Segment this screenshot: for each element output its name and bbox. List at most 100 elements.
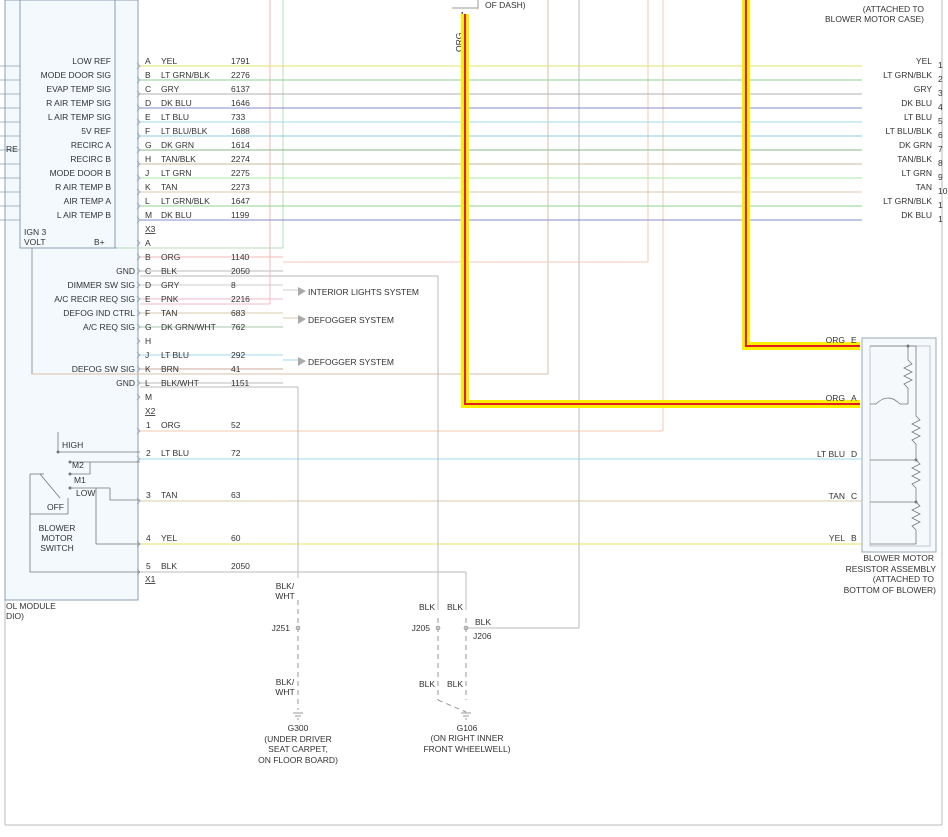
x3-signal-label: LOW REF xyxy=(72,56,111,66)
interior-lights-label: INTERIOR LIGHTS SYSTEM xyxy=(308,287,419,297)
right-cut-number: 9 xyxy=(938,172,943,182)
right-cut-number: 6 xyxy=(938,130,943,140)
g300-desc-1: (UNDER DRIVER xyxy=(264,734,332,744)
x2-color-label: ORG xyxy=(161,252,180,262)
x3-arrow-icon xyxy=(136,160,141,168)
x2-arrow-icon xyxy=(136,281,141,289)
x2-color-label: PNK xyxy=(161,294,179,304)
module-name-line2: DIO) xyxy=(6,611,24,621)
g106-desc-1: (ON RIGHT INNER xyxy=(430,733,503,743)
right-cut-number: 1 xyxy=(938,214,943,224)
x1-arrow-icon xyxy=(136,427,141,435)
x2-signal-label: GND xyxy=(116,266,135,276)
x3-color-label: LT GRN/BLK xyxy=(161,196,210,206)
resistor-name-1: BLOWER MOTOR xyxy=(863,553,934,563)
res-c-pin: C xyxy=(851,491,857,501)
x1-color-label: LT BLU xyxy=(161,448,189,458)
connector-x2-label: X2 xyxy=(145,406,156,416)
x1-pin-label: 2 xyxy=(146,448,151,458)
x3-right-color-label: LT GRN/BLK xyxy=(883,70,932,80)
x2-pin-label: L xyxy=(145,378,150,388)
switch-name-1: BLOWER xyxy=(39,523,76,533)
module-name-line1: OL MODULE xyxy=(6,601,56,611)
resistor-name-4: BOTTOM OF BLOWER) xyxy=(844,585,937,595)
x3-circuit-label: 2273 xyxy=(231,182,250,192)
x3-pin-label: J xyxy=(145,168,149,178)
x3-signal-label: RECIRC B xyxy=(70,154,111,164)
x3-pin-label: A xyxy=(145,56,151,66)
x3-pin-label: B xyxy=(145,70,151,80)
x3-color-label: LT BLU xyxy=(161,112,189,122)
x2-pin-label: E xyxy=(145,294,151,304)
right-cut-number: 1 xyxy=(938,60,943,70)
x3-signal-label: 5V REF xyxy=(81,126,111,136)
x3-signal-label: RECIRC A xyxy=(71,140,111,150)
x2-pin-label: K xyxy=(145,364,151,374)
g106-blk-d: BLK xyxy=(419,679,435,689)
x2-color-label: BRN xyxy=(161,364,179,374)
x2-circuit-label: 41 xyxy=(231,364,241,374)
x3-color-label: TAN xyxy=(161,182,177,192)
x2-circuit-label: 292 xyxy=(231,350,245,360)
x3-color-label: GRY xyxy=(161,84,180,94)
g106-label: G106 xyxy=(457,723,478,733)
cut-left-label: RE xyxy=(6,144,18,154)
g300-label: G300 xyxy=(288,723,309,733)
switch-low: LOW xyxy=(76,488,95,498)
x2-pin-label: M xyxy=(145,392,152,402)
org-vertical-label: ORG xyxy=(454,33,464,52)
x3-pin-label: G xyxy=(145,140,152,150)
x3-circuit-label: 1647 xyxy=(231,196,250,206)
switch-high: HIGH xyxy=(62,440,83,450)
x3-circuit-label: 6137 xyxy=(231,84,250,94)
x1-circuit-label: 2050 xyxy=(231,561,250,571)
g106-blk-b: BLK xyxy=(447,602,463,612)
x1-circuit-label: 63 xyxy=(231,490,241,500)
right-cut-number: 5 xyxy=(938,116,943,126)
x2-arrow-icon xyxy=(136,379,141,387)
ign3-label: IGN 3 xyxy=(24,227,46,237)
right-cut-number: 8 xyxy=(938,158,943,168)
volt-label: VOLT xyxy=(24,237,46,247)
x2-circuit-label: 1140 xyxy=(231,252,250,262)
x3-pin-label: M xyxy=(145,210,152,220)
x1-pin-label: 1 xyxy=(146,420,151,430)
x3-right-color-label: TAN/BLK xyxy=(897,154,932,164)
x3-signal-label: L AIR TEMP B xyxy=(57,210,112,220)
switch-name-3: SWITCH xyxy=(40,543,74,553)
g300-wire-4: WHT xyxy=(275,687,294,697)
x3-arrow-icon xyxy=(136,104,141,112)
res-e-pin: E xyxy=(851,335,857,345)
x3-color-label: TAN/BLK xyxy=(161,154,196,164)
x2-arrow-icon xyxy=(136,323,141,331)
x2-pin-label: J xyxy=(145,350,149,360)
res-b-color: YEL xyxy=(829,533,845,543)
of-dash-label: OF DASH) xyxy=(485,0,526,10)
right-cut-number: 7 xyxy=(938,144,943,154)
x3-arrow-icon xyxy=(136,174,141,182)
x3-signal-label: EVAP TEMP SIG xyxy=(46,84,111,94)
x3-arrow-icon xyxy=(136,188,141,196)
x1-pin-label: 5 xyxy=(146,561,151,571)
resistor-name-3: (ATTACHED TO xyxy=(873,574,935,584)
x2-arrow-icon xyxy=(136,295,141,303)
x2-pin-label: F xyxy=(145,308,150,318)
x3-signal-label: MODE DOOR B xyxy=(50,168,112,178)
resistor-name-2: RESISTOR ASSEMBLY xyxy=(846,564,937,574)
x3-color-label: DK BLU xyxy=(161,98,192,108)
x2-signal-label: DEFOG SW SIG xyxy=(72,364,135,374)
x1-arrow-icon xyxy=(136,455,141,463)
res-a-color: ORG xyxy=(826,393,845,403)
x3-pin-label: L xyxy=(145,196,150,206)
x2-signal-label: DIMMER SW SIG xyxy=(67,280,135,290)
attached-line1: (ATTACHED TO xyxy=(863,4,925,14)
defogger-arrow-icon-2 xyxy=(298,357,306,366)
res-e-color: ORG xyxy=(826,335,845,345)
x2-circuit-label: 683 xyxy=(231,308,245,318)
x2-arrow-icon xyxy=(136,365,141,373)
ground-g106: BLK BLK BLK J205 J206 BLK BLK G106 (ON R… xyxy=(140,275,579,754)
x2-pin-label: D xyxy=(145,280,151,290)
x1-circuit-label: 52 xyxy=(231,420,241,430)
switch-name-2: MOTOR xyxy=(41,533,72,543)
